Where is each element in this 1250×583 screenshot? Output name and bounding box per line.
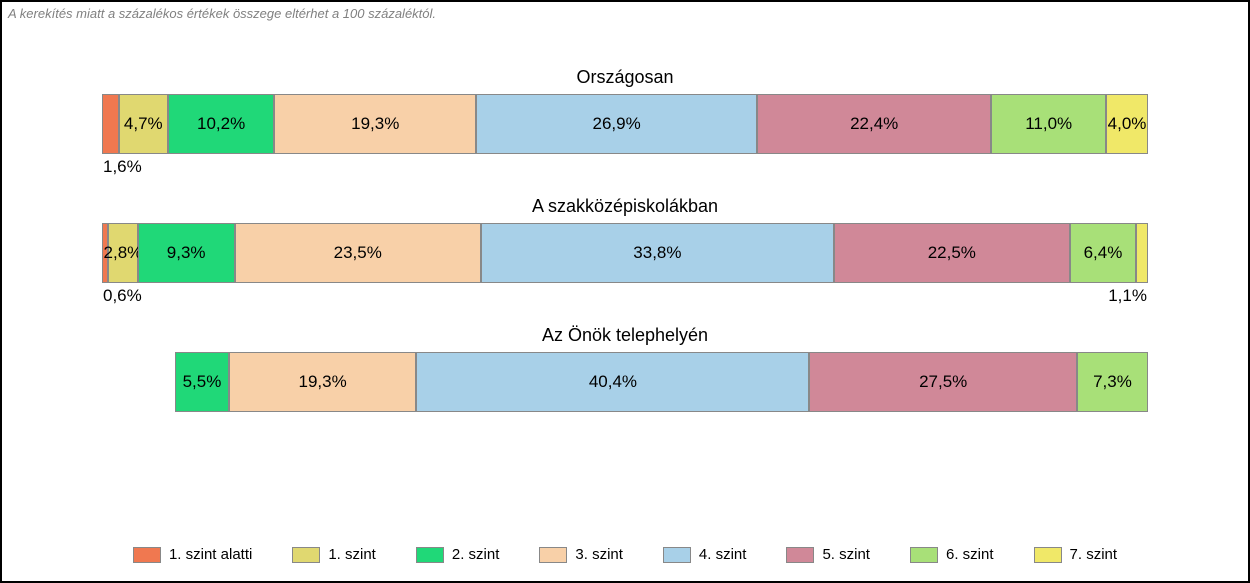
chart-row: Országosan 1,6% 4,7% 10,2% 19,3% 26,9% 22,4% 11… (102, 67, 1148, 154)
legend-item: 1. szint (292, 546, 376, 563)
bar-segment: 10,2% (168, 94, 275, 154)
bar-segment: 4,7% (119, 94, 168, 154)
legend-item: 2. szint (416, 546, 500, 563)
chart-row: A szakközépiskolákban0,6%2,8%9,3%23,5%33… (102, 196, 1148, 283)
bar-segment: 26,9% (476, 94, 757, 154)
segment-label: 33,8% (633, 243, 681, 263)
stacked-bar: 1,6% 4,7% 10,2% 19,3% 26,9% 22,4% 11,0% 4,0% (102, 94, 1148, 154)
legend-item: 5. szint (786, 546, 870, 563)
row-title: Az Önök telephelyén (102, 325, 1148, 346)
segment-label: 40,4% (589, 372, 637, 392)
legend-swatch (910, 547, 938, 563)
legend-swatch (1034, 547, 1062, 563)
chart-row: Az Önök telephelyén 5,5% 19,3% 40,4% 27,5% 7,… (102, 325, 1148, 412)
segment-label: 19,3% (298, 372, 346, 392)
legend-label: 5. szint (822, 546, 870, 563)
legend-swatch (133, 547, 161, 563)
segment-label: 27,5% (919, 372, 967, 392)
segment-label: 19,3% (351, 114, 399, 134)
bar-segment: 1,1% (1136, 223, 1148, 283)
legend-item: 6. szint (910, 546, 994, 563)
segment-label: 11,0% (1025, 114, 1072, 134)
bar-segment: 27,5% (809, 352, 1077, 412)
legend-item: 3. szint (539, 546, 623, 563)
stacked-bar-chart: A kerekítés miatt a százalékos értékek ö… (0, 0, 1250, 583)
legend-swatch (539, 547, 567, 563)
bar-wrap: 1,6% 4,7% 10,2% 19,3% 26,9% 22,4% 11,0% 4,0% (102, 94, 1148, 154)
segment-label: 0,6% (103, 286, 142, 306)
bar-segment: 19,3% (229, 352, 417, 412)
bar-segment: 4,0% (1106, 94, 1148, 154)
segment-label: 5,5% (183, 372, 222, 392)
segment-label: 4,7% (124, 114, 163, 134)
bar-segment: 9,3% (138, 223, 235, 283)
legend-label: 1. szint alatti (169, 546, 252, 563)
legend-swatch (663, 547, 691, 563)
chart-legend: 1. szint alatti 1. szint 2. szint 3. szint 4… (2, 546, 1248, 563)
legend-label: 1. szint (328, 546, 376, 563)
bar-segment: 5,5% (175, 352, 229, 412)
segment-label: 10,2% (197, 114, 245, 134)
segment-label: 1,1% (1108, 286, 1147, 306)
bar-wrap: 5,5% 19,3% 40,4% 27,5% 7,3% (102, 352, 1148, 412)
segment-label: 26,9% (593, 114, 641, 134)
segment-label: 4,0% (1108, 114, 1147, 134)
bar-segment: 33,8% (481, 223, 835, 283)
legend-label: 2. szint (452, 546, 500, 563)
segment-label: 22,4% (850, 114, 898, 134)
segment-label: 7,3% (1093, 372, 1132, 392)
bar-segment: 11,0% (991, 94, 1106, 154)
bar-segment: 40,4% (416, 352, 809, 412)
bar-segment: 23,5% (235, 223, 481, 283)
bar-segment: 22,5% (834, 223, 1069, 283)
bar-segment: 19,3% (274, 94, 476, 154)
segment-label: 2,8% (104, 243, 143, 263)
legend-label: 3. szint (575, 546, 623, 563)
bar-segment: 22,4% (757, 94, 991, 154)
bar-segment: 1,6% (102, 94, 119, 154)
legend-label: 4. szint (699, 546, 747, 563)
bar-segment: 6,4% (1070, 223, 1137, 283)
bar-segment: 2,8% (108, 223, 137, 283)
legend-swatch (416, 547, 444, 563)
stacked-bar: 0,6%2,8%9,3%23,5%33,8%22,5%6,4%1,1% (102, 223, 1148, 283)
stacked-bar: 5,5% 19,3% 40,4% 27,5% 7,3% (175, 352, 1148, 412)
segment-label: 6,4% (1084, 243, 1123, 263)
bar-wrap: 0,6%2,8%9,3%23,5%33,8%22,5%6,4%1,1% (102, 223, 1148, 283)
legend-item: 1. szint alatti (133, 546, 252, 563)
legend-label: 7. szint (1070, 546, 1118, 563)
legend-item: 4. szint (663, 546, 747, 563)
chart-footnote: A kerekítés miatt a százalékos értékek ö… (8, 6, 436, 21)
segment-label: 22,5% (928, 243, 976, 263)
legend-swatch (786, 547, 814, 563)
legend-swatch (292, 547, 320, 563)
row-title: A szakközépiskolákban (102, 196, 1148, 217)
segment-label: 23,5% (334, 243, 382, 263)
segment-label: 9,3% (167, 243, 206, 263)
legend-label: 6. szint (946, 546, 994, 563)
row-title: Országosan (102, 67, 1148, 88)
chart-rows: Országosan 1,6% 4,7% 10,2% 19,3% 26,9% 22,4% 11… (102, 67, 1148, 454)
legend-item: 7. szint (1034, 546, 1118, 563)
bar-segment: 7,3% (1077, 352, 1148, 412)
segment-label: 1,6% (103, 157, 142, 177)
